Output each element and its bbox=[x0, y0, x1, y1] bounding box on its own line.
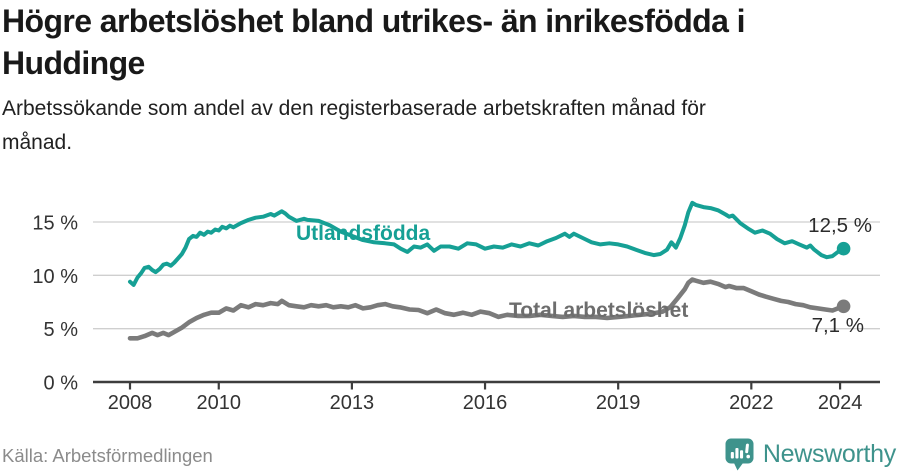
axes bbox=[93, 380, 880, 390]
x-tick-label: 2016 bbox=[463, 392, 508, 414]
unemployment-line-chart: 0 % 5 % 10 % 15 % 2008 2010 2013 2016 2019 2022 20… bbox=[32, 200, 880, 414]
newsworthy-wordmark: Newsworthy bbox=[762, 440, 896, 468]
series-label-utlandsfodda: Utlandsfödda bbox=[296, 222, 430, 245]
series-end-dot-utlandsfodda bbox=[836, 241, 851, 256]
series-end-dot-total-arbetsloshet bbox=[836, 299, 851, 314]
series-line-total-arbetsloshet bbox=[127, 277, 846, 341]
x-tick-label: 2008 bbox=[108, 392, 153, 414]
series-line-utlandsfodda bbox=[128, 200, 846, 287]
newsworthy-bubble-chart-icon bbox=[725, 438, 754, 471]
x-tick-label: 2010 bbox=[197, 392, 242, 414]
chart-subtitle: Arbetssökande som andel av den registerb… bbox=[2, 92, 862, 160]
x-tick-label: 2024 bbox=[818, 392, 863, 414]
end-value-label-utlandsfodda: 12,5 % bbox=[808, 214, 872, 237]
tick-labels: 0 % 5 % 10 % 15 % 2008 2010 2013 2016 2019 2022 20… bbox=[32, 212, 862, 414]
y-tick-label: 15 % bbox=[32, 212, 78, 234]
page-title-line-2: Huddinge bbox=[2, 45, 145, 81]
x-tick-label: 2019 bbox=[596, 392, 641, 414]
source-attribution: Källa: Arbetsförmedlingen bbox=[2, 445, 213, 466]
page-title-line-1: Högre arbetslöshet bland utrikes- än inr… bbox=[2, 3, 746, 39]
chart-subtitle-line-2: månad. bbox=[2, 131, 73, 154]
newsworthy-logo: Newsworthy bbox=[725, 438, 896, 471]
page-title: Högre arbetslöshet bland utrikes- än inr… bbox=[2, 0, 872, 84]
x-tick-label: 2022 bbox=[729, 392, 774, 414]
series-lines bbox=[127, 200, 851, 341]
series-label-total-arbetsloshet: Total arbetslöshet bbox=[509, 299, 688, 322]
gridlines bbox=[93, 221, 880, 330]
y-tick-label: 0 % bbox=[44, 373, 79, 395]
y-tick-label: 5 % bbox=[44, 319, 79, 341]
y-tick-label: 10 % bbox=[32, 266, 78, 288]
end-value-label-total: 7,1 % bbox=[812, 314, 864, 337]
chart-subtitle-line-1: Arbetssökande som andel av den registerb… bbox=[2, 97, 706, 120]
x-tick-label: 2013 bbox=[330, 392, 375, 414]
